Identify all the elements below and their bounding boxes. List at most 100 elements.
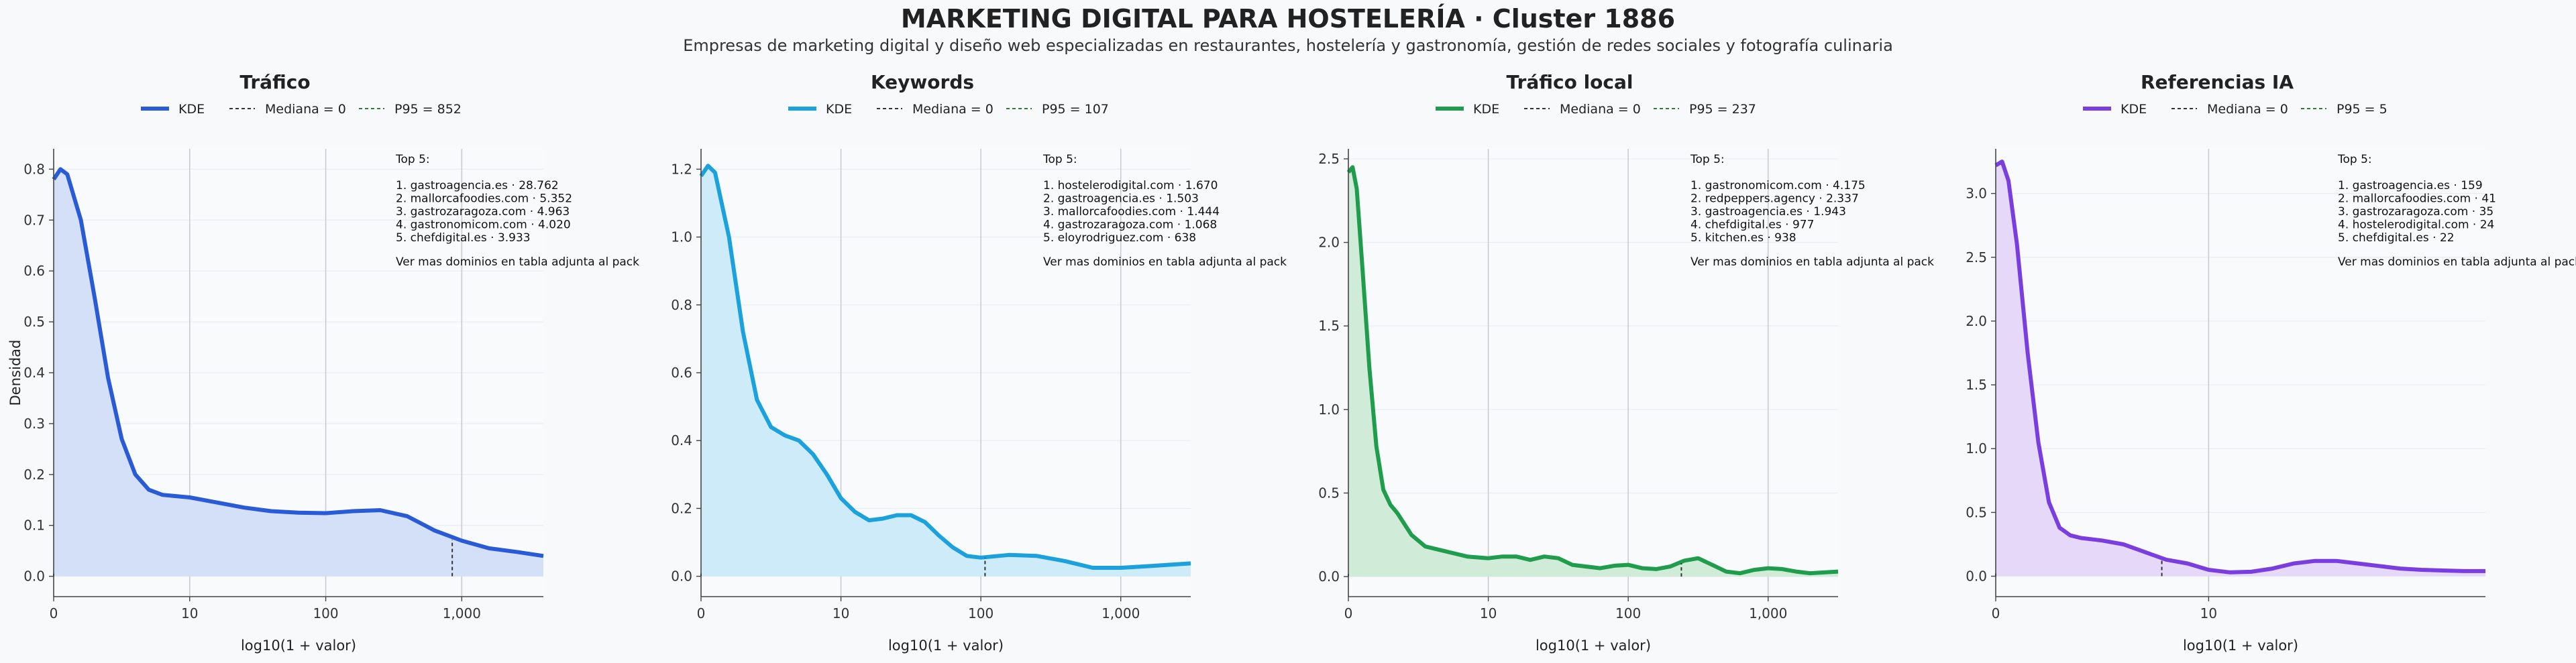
x-tick-label: 10 — [2200, 605, 2217, 621]
x-tick-label: 0 — [697, 605, 706, 621]
legend-kde-label: KDE — [1473, 102, 1499, 117]
legend-median-label: Mediana = 0 — [912, 102, 994, 117]
kde-line — [1346, 165, 1839, 576]
top5-item: 4. gastronomicom.com · 4.020 — [396, 219, 571, 232]
top5-item: 1. gastroagencia.es · 28.762 — [396, 179, 559, 192]
chart-svg: 0.0 0.5 1.0 1.5 2.0 2.5 3.0 0 10 log10(1 + valor)… — [1966, 71, 2576, 654]
chart-svg: 0.0 0.1 0.2 0.3 0.4 0.5 0.6 0.7 0.8 0 10 100 1,000 lo… — [7, 71, 639, 654]
x-tick-label: 10 — [833, 605, 849, 621]
chart-svg: 0.0 0.2 0.4 0.6 0.8 1.0 1.2 0 10 100 1,000 log10(1 … — [671, 71, 1287, 654]
panel-title: Referencias IA — [2141, 71, 2294, 93]
top5-item: 1. hostelerodigital.com · 1.670 — [1043, 179, 1218, 192]
kde-area — [54, 169, 543, 577]
y-tick-label: 0.4 — [671, 432, 692, 448]
x-axis-label: log10(1 + valor) — [2183, 638, 2298, 654]
y-tick-label: 0.0 — [671, 568, 692, 585]
x-tick-label: 100 — [1615, 605, 1641, 621]
y-tick-label: 0.0 — [23, 568, 45, 585]
legend-p95-label: P95 = 107 — [1042, 102, 1109, 117]
y-tick-label: 1.5 — [1966, 377, 1987, 393]
top5-item: 2. mallorcafoodies.com · 5.352 — [396, 192, 572, 206]
y-tick-label: 0.3 — [23, 416, 45, 432]
legend: KDE Mediana = 0 P95 = 5 — [2083, 102, 2387, 117]
top5-heading: Top 5: — [1690, 153, 1725, 166]
kde-line — [1994, 160, 2485, 575]
y-tick-label: 1.0 — [671, 229, 692, 245]
x-tick-label: 10 — [1480, 605, 1497, 621]
y-tick-label: 0.0 — [1318, 568, 1340, 585]
chart-svg: 0.0 0.5 1.0 1.5 2.0 2.5 0 10 100 1,000 log10(1 + v… — [1318, 71, 1934, 654]
y-tick-label: 1.0 — [1318, 402, 1340, 418]
legend-p95-label: P95 = 5 — [2337, 102, 2387, 117]
x-tick-label: 100 — [968, 605, 994, 621]
y-tick-label: 0.6 — [23, 263, 45, 279]
page-title: MARKETING DIGITAL PARA HOSTELERÍA · Clus… — [900, 4, 1676, 34]
x-tick-label: 0 — [1344, 605, 1353, 621]
chart-keywords: 0.0 0.2 0.4 0.6 0.8 1.0 1.2 0 10 100 1,000 log10(1 … — [647, 0, 1287, 663]
y-tick-label: 0.4 — [23, 365, 45, 381]
top5-heading: Top 5: — [2337, 153, 2372, 166]
legend-median-label: Mediana = 0 — [2207, 102, 2288, 117]
x-tick-label: 10 — [181, 605, 198, 621]
top5-item: 2. redpeppers.agency · 2.337 — [1690, 192, 1859, 206]
y-tick-label: 1.2 — [671, 161, 692, 177]
top5-item: 4. gastrozaragoza.com · 1.068 — [1043, 219, 1217, 232]
legend: KDE Mediana = 0 P95 = 237 — [1436, 102, 1756, 117]
x-axis-label: log10(1 + valor) — [1536, 638, 1651, 654]
top5-heading: Top 5: — [395, 153, 430, 166]
top5-item: 5. chefdigital.es · 3.933 — [396, 231, 531, 245]
chart-referencias-ia: 0.0 0.5 1.0 1.5 2.0 2.5 3.0 0 10 log10(1 + valor)… — [1942, 0, 2576, 663]
kde-area — [1348, 167, 1838, 577]
top5-item: 5. kitchen.es · 938 — [1690, 231, 1796, 245]
top5-item: 4. hostelerodigital.com · 24 — [2338, 219, 2494, 232]
y-tick-label: 0.8 — [671, 297, 692, 313]
y-axis-label: Densidad — [7, 340, 23, 406]
top5-heading: Top 5: — [1042, 153, 1077, 166]
top5-footer: Ver mas dominios en tabla adjunta al pac… — [2338, 255, 2576, 269]
y-tick-label: 1.0 — [1966, 440, 1987, 457]
legend: KDE Mediana = 0 P95 = 107 — [788, 102, 1109, 117]
legend-median-label: Mediana = 0 — [1560, 102, 1641, 117]
top5-footer: Ver mas dominios en tabla adjunta al pac… — [1690, 255, 1934, 269]
x-tick-label: 1,000 — [1102, 605, 1140, 621]
y-tick-label: 0.1 — [23, 518, 45, 534]
y-tick-label: 0.2 — [671, 500, 692, 516]
panel-title: Keywords — [871, 71, 974, 93]
legend-kde-label: KDE — [826, 102, 852, 117]
x-tick-label: 0 — [50, 605, 58, 621]
plot-area — [1996, 149, 2485, 597]
panel-title: Tráfico — [239, 71, 310, 93]
top5-item: 4. chefdigital.es · 977 — [1690, 219, 1814, 232]
legend-median-label: Mediana = 0 — [265, 102, 346, 117]
panel-title: Tráfico local — [1507, 71, 1633, 93]
top5-item: 3. gastroagencia.es · 1.943 — [1690, 205, 1846, 219]
top5-item: 3. gastrozaragoza.com · 35 — [2338, 205, 2493, 219]
y-tick-label: 0.5 — [1318, 485, 1340, 501]
y-tick-label: 2.0 — [1966, 313, 1987, 329]
top5-footer: Ver mas dominios en tabla adjunta al pac… — [396, 255, 639, 269]
y-tick-label: 0.7 — [23, 212, 45, 228]
legend-p95-label: P95 = 237 — [1689, 102, 1756, 117]
top5-footer: Ver mas dominios en tabla adjunta al pac… — [1043, 255, 1287, 269]
y-tick-label: 0.8 — [23, 161, 45, 177]
top5-item: 2. mallorcafoodies.com · 41 — [2338, 192, 2496, 206]
y-tick-label: 0.5 — [23, 314, 45, 330]
legend-kde-label: KDE — [178, 102, 205, 117]
y-tick-label: 2.0 — [1318, 235, 1340, 251]
top5-item: 5. eloyrodriguez.com · 638 — [1043, 231, 1196, 245]
top5-item: 1. gastroagencia.es · 159 — [2338, 179, 2483, 192]
x-axis-label: log10(1 + valor) — [241, 638, 356, 654]
x-tick-label: 1,000 — [1749, 605, 1787, 621]
legend-p95-label: P95 = 852 — [394, 102, 462, 117]
top5-item: 2. gastroagencia.es · 1.503 — [1043, 192, 1199, 206]
y-tick-label: 3.0 — [1966, 186, 1987, 202]
legend: KDE Mediana = 0 P95 = 852 — [141, 102, 462, 117]
y-tick-label: 0.2 — [23, 467, 45, 483]
top5-item: 3. mallorcafoodies.com · 1.444 — [1043, 205, 1220, 219]
kde-line — [52, 167, 544, 558]
legend-kde-label: KDE — [2121, 102, 2147, 117]
x-axis-label: log10(1 + valor) — [888, 638, 1004, 654]
chart-trafico: 0.0 0.1 0.2 0.3 0.4 0.5 0.6 0.7 0.8 0 10 100 1,000 lo… — [0, 0, 639, 663]
x-tick-label: 1,000 — [443, 605, 481, 621]
kde-line — [699, 164, 1191, 570]
